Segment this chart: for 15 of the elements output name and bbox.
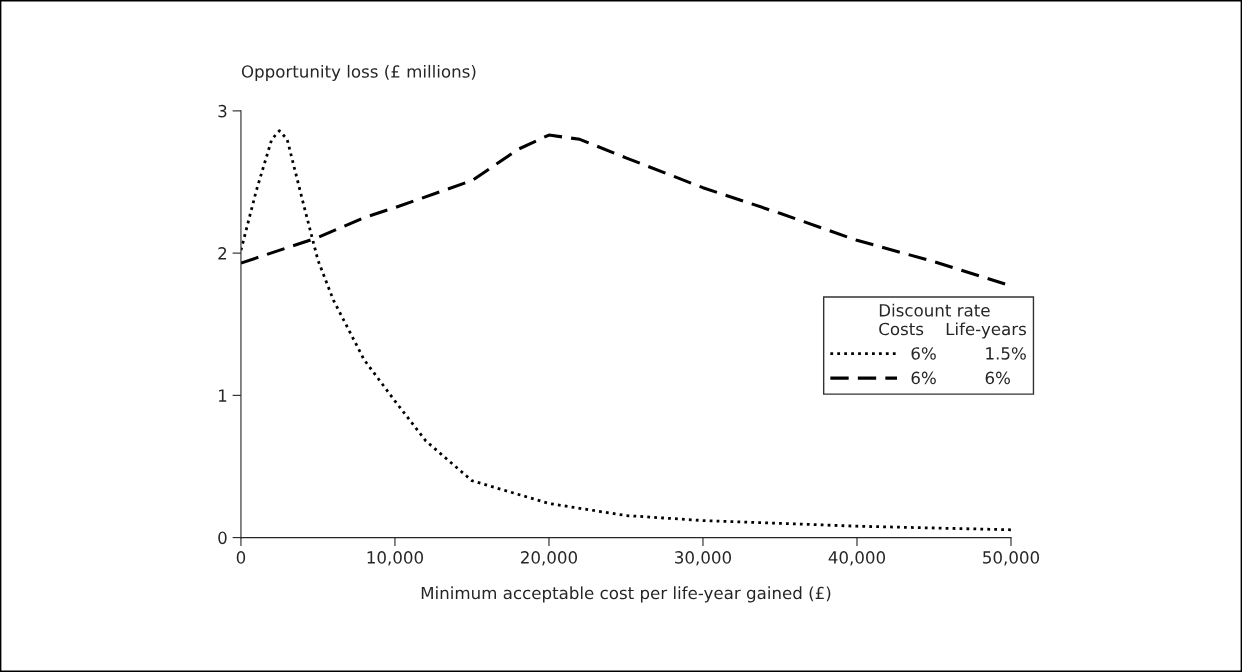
x-axis-title: Minimum acceptable cost per life-year gained (£) xyxy=(421,586,831,603)
y-axis-title: Opportunity loss (£ millions) xyxy=(241,64,476,82)
x-tick-label: 10,000 xyxy=(367,551,424,566)
x-tick-label: 0 xyxy=(236,551,246,564)
y-tick-label: 0 xyxy=(218,531,227,545)
legend-label: 6% 1.5% xyxy=(911,347,1026,360)
y-tick-label: 3 xyxy=(218,104,227,118)
x-tick-label: 40,000 xyxy=(828,551,886,566)
y-tick-label: 2 xyxy=(218,247,227,260)
x-tick-label: 50,000 xyxy=(983,551,1040,566)
x-tick-label: 20,000 xyxy=(521,551,578,566)
legend-title: Discount rate Costs Life-years xyxy=(879,303,1026,339)
y-tick-label: 1 xyxy=(218,389,227,402)
x-tick-label: 30,000 xyxy=(675,551,732,566)
legend-label: 6% 6% xyxy=(911,371,1010,385)
